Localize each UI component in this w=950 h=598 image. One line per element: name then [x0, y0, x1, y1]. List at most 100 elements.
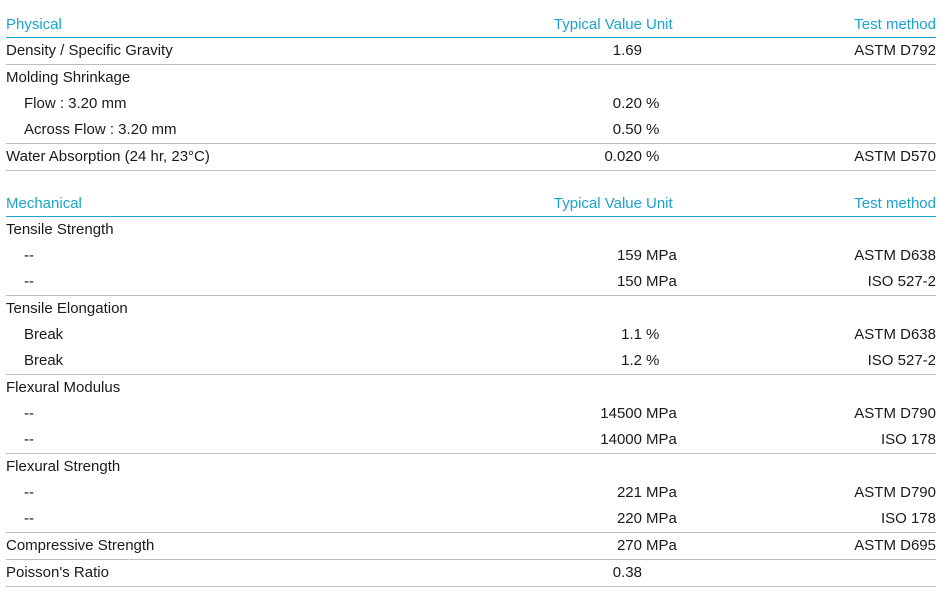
typical-value-header: Typical Value	[526, 12, 642, 38]
property-name: --	[6, 427, 526, 454]
test-method	[702, 454, 936, 481]
test-method	[702, 117, 936, 144]
test-method	[702, 217, 936, 244]
typical-value: 220	[526, 506, 642, 533]
test-method-header: Test method	[702, 12, 936, 38]
test-method: ASTM D695	[702, 532, 936, 560]
unit: MPa	[642, 506, 702, 533]
table-row: Flexural Strength	[6, 454, 936, 481]
unit	[642, 217, 702, 244]
typical-value: 0.38	[526, 559, 642, 587]
unit: MPa	[642, 532, 702, 560]
typical-value: 159	[616, 247, 642, 264]
property-name: --	[24, 405, 34, 422]
property-name: --	[6, 269, 526, 296]
test-method	[702, 91, 936, 117]
test-method: ASTM D790	[854, 484, 936, 501]
table-row: Molding Shrinkage	[6, 65, 936, 92]
typical-value	[526, 217, 642, 244]
property-name: Molding Shrinkage	[6, 69, 131, 86]
property-name: Poisson's Ratio	[6, 559, 526, 587]
section-spacer	[6, 171, 936, 192]
property-name: Break	[24, 326, 64, 343]
property-name: Flexural Strength	[6, 458, 121, 475]
table-row: -- 14000 MPa ISO 178	[6, 427, 936, 454]
test-method-header: Test method	[702, 191, 936, 217]
unit	[642, 65, 702, 92]
section-header-row: Physical Typical Value Unit Test method	[6, 12, 936, 38]
unit: MPa	[646, 247, 677, 264]
typical-value: 0.20	[612, 95, 642, 112]
typical-value: 150	[526, 269, 642, 296]
typical-value: 1.2	[526, 348, 642, 375]
unit: MPa	[642, 269, 702, 296]
table-row: Density / Specific Gravity 1.69 ASTM D792	[6, 37, 936, 65]
typical-value: 0.020	[526, 143, 642, 171]
property-name: Across Flow : 3.20 mm	[6, 117, 526, 144]
property-name: --	[24, 484, 34, 501]
test-method: ISO 527-2	[702, 269, 936, 296]
section-title: Mechanical	[6, 191, 526, 217]
test-method: ASTM D790	[854, 405, 936, 422]
unit	[642, 375, 702, 402]
table-row: Tensile Elongation	[6, 296, 936, 323]
property-name: --	[6, 506, 526, 533]
unit-header: Unit	[642, 191, 702, 217]
section-header-row: Mechanical Typical Value Unit Test method	[6, 191, 936, 217]
test-method: ASTM D638	[854, 326, 936, 343]
properties-table: Physical Typical Value Unit Test method Dens…	[6, 12, 936, 587]
property-name: Break	[6, 348, 526, 375]
spacer-cell	[6, 171, 936, 192]
typical-value: 14500	[600, 405, 642, 422]
property-name: Flow : 3.20 mm	[24, 95, 127, 112]
test-method	[702, 559, 936, 587]
test-method: ISO 527-2	[702, 348, 936, 375]
property-name: Density / Specific Gravity	[6, 37, 526, 65]
typical-value: 0.50	[526, 117, 642, 144]
properties-table-body: Physical Typical Value Unit Test method Dens…	[6, 12, 936, 587]
property-name: Water Absorption (24 hr, 23°C)	[6, 143, 526, 171]
test-method: ISO 178	[702, 506, 936, 533]
typical-value: 270	[526, 532, 642, 560]
unit: %	[642, 143, 702, 171]
typical-value	[526, 296, 642, 323]
unit	[642, 296, 702, 323]
unit	[642, 37, 702, 65]
unit	[642, 559, 702, 587]
unit: MPa	[646, 484, 677, 501]
typical-value	[526, 375, 642, 402]
table-row: Break 1.2% ISO 527-2	[6, 348, 936, 375]
unit	[642, 454, 702, 481]
property-name: --	[24, 247, 34, 264]
test-method: ISO 178	[702, 427, 936, 454]
table-row: Compressive Strength 270 MPa ASTM D695	[6, 532, 936, 560]
unit: %	[646, 326, 660, 343]
test-method	[702, 65, 936, 92]
table-row: -- 14500 MPa ASTM D790	[6, 401, 936, 427]
table-row: -- 220 MPa ISO 178	[6, 506, 936, 533]
typical-value: 1.69	[526, 37, 642, 65]
test-method	[702, 375, 936, 402]
datasheet: Physical Typical Value Unit Test method Dens…	[6, 12, 936, 587]
table-row: Poisson's Ratio 0.38	[6, 559, 936, 587]
unit: MPa	[642, 427, 702, 454]
table-row: Break 1.1% ASTM D638	[6, 322, 936, 348]
typical-value: 1.1	[621, 326, 642, 343]
unit: MPa	[646, 405, 677, 422]
property-name: Tensile Elongation	[6, 300, 128, 317]
table-row: Flexural Modulus	[6, 375, 936, 402]
typical-value: 221	[616, 484, 642, 501]
property-name: Tensile Strength	[6, 221, 114, 238]
table-row: Flow : 3.20 mm 0.20%	[6, 91, 936, 117]
typical-value	[526, 65, 642, 92]
table-row: Across Flow : 3.20 mm 0.50%	[6, 117, 936, 144]
test-method	[702, 296, 936, 323]
unit: %	[642, 348, 702, 375]
typical-value: 14000	[526, 427, 642, 454]
typical-value	[526, 454, 642, 481]
test-method: ASTM D638	[854, 247, 936, 264]
test-method: ASTM D570	[702, 143, 936, 171]
typical-value-header: Typical Value	[526, 191, 642, 217]
property-name: Flexural Modulus	[6, 379, 121, 396]
table-row: -- 150 MPa ISO 527-2	[6, 269, 936, 296]
